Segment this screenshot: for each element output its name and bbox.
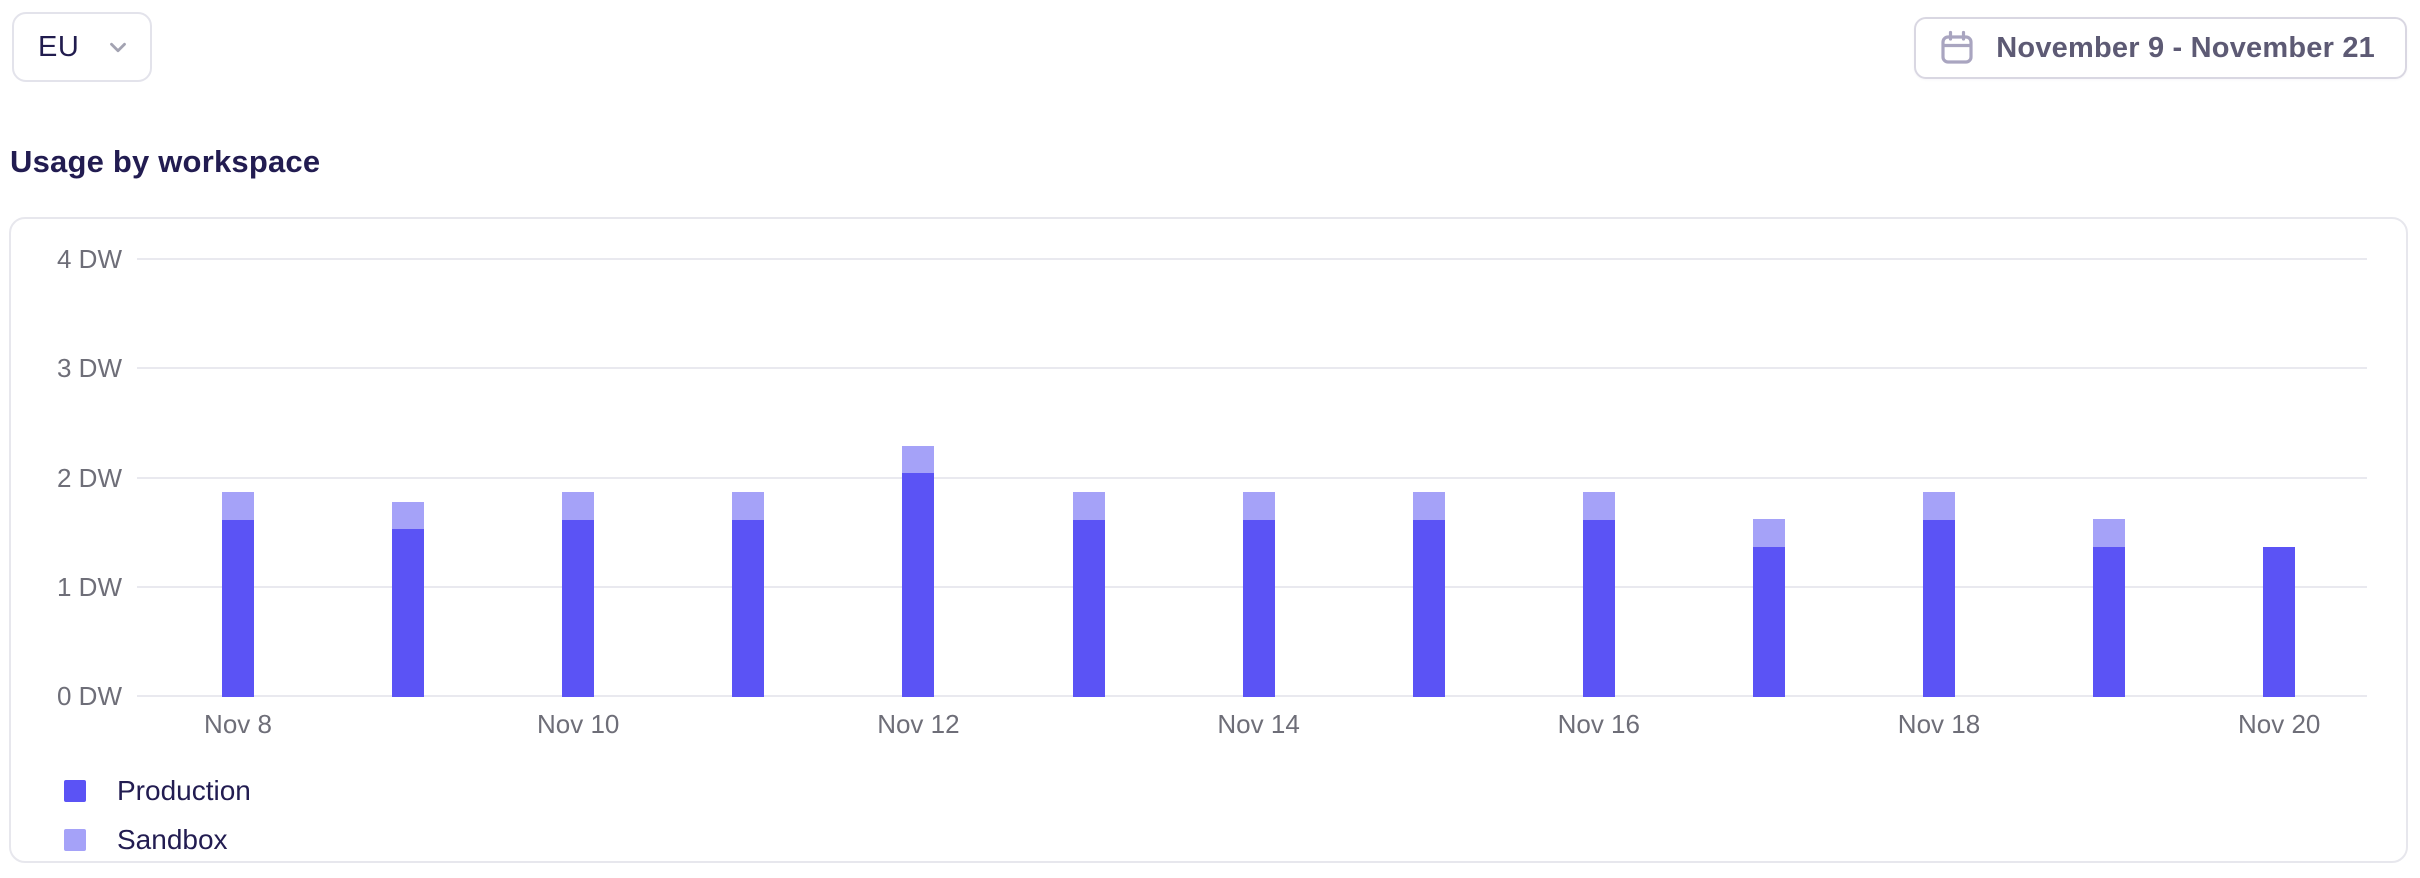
bar-segment-sandbox: [222, 492, 254, 520]
bar-segment-sandbox: [902, 446, 934, 473]
bar-segment-sandbox: [1413, 492, 1445, 520]
region-selector-value: EU: [38, 30, 80, 63]
y-axis-tick-label: 4 DW: [57, 244, 122, 274]
x-axis-tick-label: Nov 8: [204, 709, 272, 739]
x-axis-tick-label: Nov 16: [1557, 709, 1640, 739]
bar-segment-production: [392, 529, 424, 697]
bar-segment-sandbox: [1753, 519, 1785, 547]
x-axis-tick-label: Nov 18: [1897, 709, 1981, 739]
date-range-picker[interactable]: November 9 - November 21: [1914, 17, 2407, 79]
y-axis-tick-label: 3 DW: [57, 353, 122, 384]
y-axis-tick-label: 2 DW: [57, 462, 122, 493]
bar-segment-production: [2093, 547, 2125, 697]
bar-segment-sandbox: [562, 492, 594, 520]
bar-segment-production: [562, 520, 594, 697]
bar-segment-production: [222, 520, 254, 697]
x-axis-tick-label: Nov 12: [877, 709, 960, 739]
bar-segment-production: [2263, 547, 2295, 697]
bar-segment-sandbox: [1923, 492, 1955, 520]
region-selector-dropdown[interactable]: EU: [12, 12, 152, 82]
bar-segment-sandbox: [1243, 492, 1275, 520]
bar-segment-production: [732, 520, 764, 697]
chart-legend: Production Sandbox: [64, 775, 251, 856]
page-title: Usage by workspace: [10, 144, 321, 179]
gridline: [137, 476, 2367, 479]
date-range-label: November 9 - November 21: [1996, 31, 2375, 64]
gridline: [137, 367, 2367, 370]
legend-item-production: Production: [64, 775, 251, 807]
bar-segment-sandbox: [392, 502, 424, 529]
legend-label: Sandbox: [117, 824, 228, 855]
bar-segment-production: [1753, 547, 1785, 697]
bar-segment-production: [902, 473, 934, 697]
chevron-down-icon: [110, 42, 127, 53]
bar-segment-production: [1583, 520, 1615, 697]
gridline: [137, 258, 2367, 260]
legend-item-sandbox: Sandbox: [64, 824, 251, 856]
bar-segment-production: [1413, 520, 1445, 697]
legend-swatch-production: [64, 780, 86, 802]
bar-segment-sandbox: [732, 492, 764, 520]
legend-swatch-sandbox: [64, 829, 86, 851]
legend-label: Production: [117, 775, 251, 806]
bar-segment-production: [1923, 520, 1955, 697]
bar-segment-sandbox: [2093, 519, 2125, 547]
y-axis-tick-label: 1 DW: [57, 571, 122, 602]
bar-segment-production: [1073, 520, 1105, 697]
x-axis-tick-label: Nov 10: [536, 709, 620, 739]
y-axis-tick-label: 0 DW: [57, 681, 122, 711]
bar-segment-production: [1243, 520, 1275, 697]
x-axis-tick-label: Nov 20: [2237, 709, 2321, 739]
bar-segment-sandbox: [1583, 492, 1615, 520]
bar-segment-sandbox: [1073, 492, 1105, 520]
x-axis-tick-label: Nov 14: [1217, 709, 1300, 739]
calendar-icon: [1941, 30, 1973, 64]
usage-chart-panel: 0 DW 1 DW 2 DW 3 DW 4 DW Nov 8 Nov 10 Nov 12 Nov…: [9, 217, 2408, 863]
